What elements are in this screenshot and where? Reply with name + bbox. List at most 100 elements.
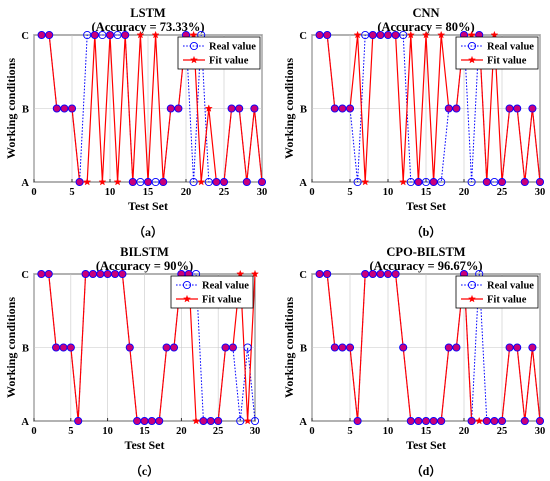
legend: Real value Fit value	[455, 36, 539, 70]
data-point-match	[52, 343, 61, 352]
data-point-match	[235, 104, 244, 113]
data-point-real-value	[399, 30, 408, 40]
chart-subtitle: (Accuracy = 96.67%)	[370, 259, 483, 273]
x-tick-label: 30	[535, 187, 546, 198]
data-point-match	[520, 416, 529, 426]
chart-panel-b: 0 5 10 15 20 25 30 A B C Test Set Working condition…	[282, 6, 545, 239]
data-point-match	[67, 104, 77, 113]
data-point-match	[125, 343, 134, 352]
x-axis-label: Test Set	[125, 438, 165, 452]
data-point-match	[535, 416, 545, 426]
data-point-fit-value	[490, 30, 499, 39]
chart-subtitle: (Accuracy = 73.33%)	[92, 20, 205, 34]
data-point-match	[242, 177, 251, 187]
data-point-match	[45, 30, 54, 40]
data-point-real-value	[353, 177, 362, 187]
data-point-fit-value	[192, 416, 201, 425]
chart-title: BILSTM	[120, 245, 169, 259]
chart-title: CPO-BILSTM	[386, 245, 465, 259]
legend-box	[177, 36, 261, 70]
chart-title: LSTM	[130, 6, 166, 20]
data-point-fit-value	[406, 30, 415, 39]
legend-circle-marker	[467, 280, 477, 290]
data-point-match	[199, 416, 208, 426]
x-tick-label: 15	[421, 187, 432, 198]
legend-star-marker	[468, 55, 476, 64]
data-point-match	[174, 104, 183, 113]
legend-label-real-value: Real value	[487, 281, 534, 292]
data-point-match	[169, 343, 179, 352]
x-tick-label: 25	[497, 187, 508, 198]
data-point-match	[228, 343, 237, 352]
y-tick-label: A	[21, 417, 29, 428]
data-point-match	[429, 416, 438, 426]
x-tick-label: 20	[176, 426, 187, 437]
data-point-real-value	[437, 177, 446, 187]
y-tick-label: B	[22, 105, 29, 116]
data-point-match	[482, 177, 491, 187]
data-point-fit-value	[353, 30, 362, 39]
x-tick-label: 10	[383, 426, 394, 437]
data-point-match	[520, 177, 529, 187]
series-line-fit-value	[41, 34, 263, 183]
data-point-match	[250, 104, 259, 113]
data-point-fit-value	[437, 30, 446, 39]
data-point-match	[323, 269, 332, 279]
data-point-match	[513, 343, 522, 352]
data-point-real-value	[467, 177, 476, 187]
data-point-match	[391, 30, 400, 40]
data-point-match	[219, 177, 229, 187]
x-axis-label: Test Set	[406, 438, 446, 452]
legend-label-real-value: Real value	[487, 42, 534, 53]
data-point-fit-value	[113, 177, 122, 186]
data-point-fit-value	[189, 30, 198, 39]
x-tick-label: 15	[143, 187, 154, 198]
data-point-match	[452, 343, 461, 352]
data-point-match	[505, 104, 514, 113]
panel-label: （a）	[133, 224, 163, 239]
data-point-match	[96, 269, 105, 279]
data-point-match	[338, 104, 347, 113]
data-point-match	[414, 416, 423, 426]
data-point-match	[75, 177, 84, 187]
data-point-fit-value	[204, 104, 213, 112]
data-point-match	[103, 269, 112, 279]
data-point-match	[323, 30, 332, 40]
x-tick-label: 30	[250, 426, 261, 437]
legend: Real value Fit value	[455, 275, 539, 309]
y-tick-label: B	[300, 105, 307, 116]
data-point-fit-value	[251, 269, 259, 278]
data-point-fit-value	[361, 177, 370, 186]
series-line-fit-value	[319, 34, 541, 183]
panel-label: （b）	[411, 224, 442, 239]
data-point-match	[110, 269, 120, 279]
data-point-match	[482, 416, 491, 426]
data-point-match	[528, 343, 537, 352]
data-point-match	[221, 343, 230, 352]
y-tick-label: C	[21, 31, 29, 42]
x-axis-label: Test Set	[406, 199, 446, 213]
data-point-match	[535, 177, 545, 187]
data-point-match	[90, 30, 99, 40]
data-point-fit-value	[467, 30, 476, 39]
data-point-match	[147, 416, 156, 426]
data-point-match	[44, 269, 53, 279]
y-axis-label: Working conditions	[282, 58, 296, 159]
data-point-real-value	[236, 416, 245, 426]
data-point-match	[399, 343, 408, 352]
legend-star-marker	[183, 294, 191, 303]
x-tick-label: 25	[497, 426, 508, 437]
legend-circle-marker	[182, 280, 192, 290]
legend-box	[455, 275, 539, 309]
x-tick-label: 0	[31, 426, 36, 437]
data-point-fit-value	[98, 177, 107, 186]
data-point-match	[376, 269, 385, 279]
legend-label-fit-value: Fit value	[202, 295, 242, 306]
data-point-match	[421, 416, 431, 426]
legend-label-fit-value: Fit value	[487, 295, 527, 306]
data-point-match	[166, 104, 175, 113]
data-point-match	[452, 104, 461, 113]
legend-label-real-value: Real value	[202, 281, 249, 292]
legend-star-marker	[190, 55, 198, 64]
